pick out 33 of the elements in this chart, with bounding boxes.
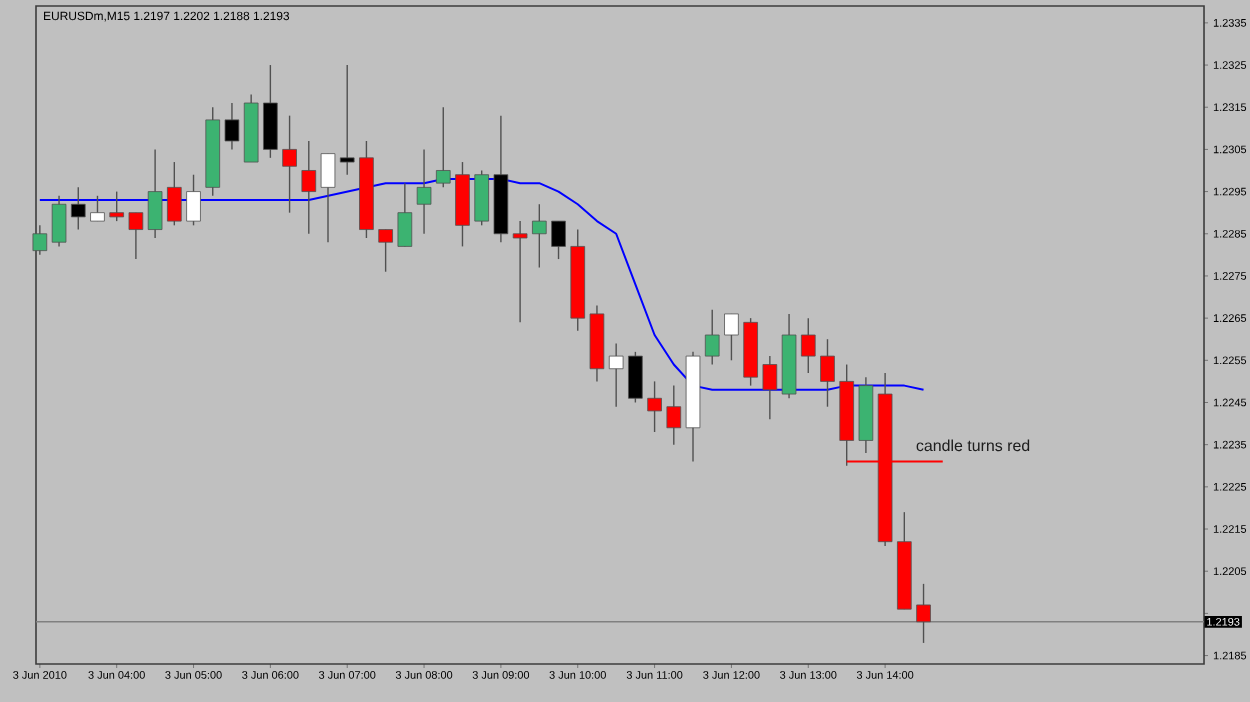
candlestick <box>186 174 201 227</box>
candlestick <box>532 203 547 269</box>
candlestick <box>435 106 451 189</box>
candlestick <box>167 161 182 227</box>
candlestick <box>282 114 297 214</box>
candlestick <box>147 148 163 239</box>
candlestick <box>666 384 682 446</box>
candlestick <box>263 64 278 159</box>
candlestick <box>378 228 393 273</box>
candlestick <box>724 313 739 361</box>
candlestick <box>416 148 432 235</box>
candlestick <box>800 317 816 374</box>
candlestick <box>628 351 643 404</box>
candlestick <box>820 338 835 408</box>
candlestick <box>762 355 778 421</box>
candlestick <box>301 140 317 235</box>
candlestick <box>320 152 336 243</box>
candlestick <box>397 182 413 248</box>
candlestick <box>90 195 105 222</box>
candlestick <box>109 190 124 222</box>
candlestick <box>32 224 48 256</box>
candlestick <box>128 211 144 260</box>
candlestick <box>551 220 566 260</box>
candlestick <box>339 64 355 176</box>
candlestick <box>647 380 662 433</box>
candlestick <box>916 583 931 644</box>
candlestick <box>512 220 528 324</box>
candlestick <box>51 195 67 248</box>
candlestick <box>608 342 624 408</box>
candlestick <box>70 186 86 231</box>
candlestick <box>224 102 240 151</box>
candlestick <box>704 308 720 366</box>
candlestick <box>474 169 489 227</box>
